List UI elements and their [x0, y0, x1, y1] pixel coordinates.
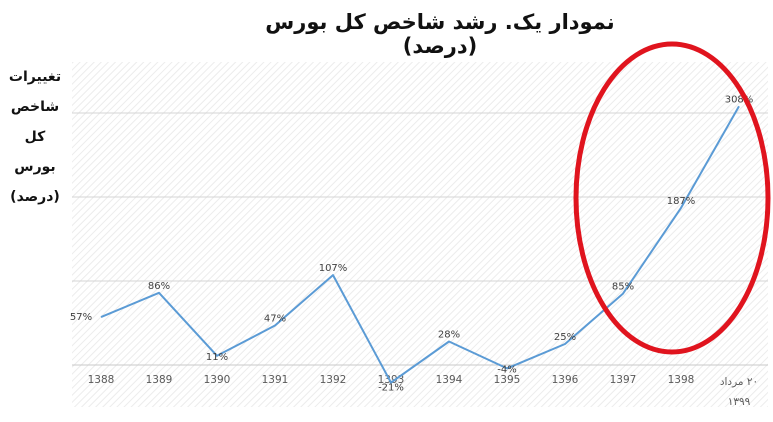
x-tick-label: 1391: [262, 374, 289, 386]
x-tick-label: 1392: [320, 374, 347, 386]
x-tick-label: ۲۰ مرداد: [720, 376, 758, 388]
data-label: 25%: [554, 332, 576, 343]
data-labels: 57% 86% 11% 47% 107% -21% 28% -4% 25% 85% 187% 308%: [70, 94, 753, 393]
data-label: 85%: [612, 282, 634, 293]
gridlines: [72, 112, 768, 282]
x-tick-label: 1388: [88, 374, 115, 386]
x-tick-label: 1390: [204, 374, 231, 386]
x-tick-label: 1394: [436, 374, 463, 386]
highlight-ellipse: [573, 41, 771, 355]
data-label: -21%: [378, 383, 404, 394]
chart-title: نمودار یک. رشد شاخص کل بورس (درصد): [265, 10, 615, 58]
x-tick-label: 1396: [552, 374, 579, 386]
data-label: 308%: [725, 94, 754, 105]
data-label: -4%: [497, 364, 516, 375]
x-tick-label: 1398: [668, 374, 695, 386]
x-tick-label: 1397: [610, 374, 637, 386]
data-label: 28%: [438, 329, 460, 340]
data-label: 86%: [148, 281, 170, 292]
series-line: [100, 105, 740, 384]
x-tick-label: 1389: [146, 374, 173, 386]
y-axis-label: تغییرات شاخص کل بورس (درصد): [8, 69, 62, 205]
data-label: 11%: [206, 352, 228, 363]
data-label: 47%: [264, 314, 286, 325]
data-label: 57%: [70, 312, 92, 323]
x-tick-label-line2: ۱۳۹۹: [728, 396, 751, 408]
x-tick-label: 1395: [494, 374, 521, 386]
data-label: 187%: [667, 196, 696, 207]
data-label: 107%: [319, 263, 348, 274]
